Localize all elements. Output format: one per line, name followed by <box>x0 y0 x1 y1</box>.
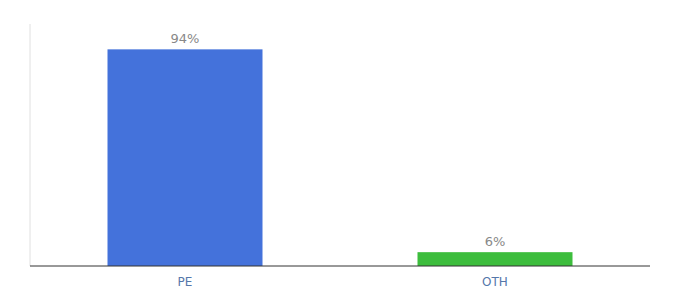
x-tick-label: PE <box>178 275 193 289</box>
bar <box>418 252 573 266</box>
data-label: 6% <box>485 234 506 249</box>
chart: 94% 6% PE OTH <box>0 0 680 300</box>
chart-container: 94% 6% PE OTH <box>0 0 680 300</box>
x-tick-label: OTH <box>482 275 508 289</box>
bars <box>108 49 573 266</box>
data-label: 94% <box>171 31 200 46</box>
bar <box>108 49 263 266</box>
y-axis-line <box>30 24 31 266</box>
x-axis-line <box>30 266 650 267</box>
